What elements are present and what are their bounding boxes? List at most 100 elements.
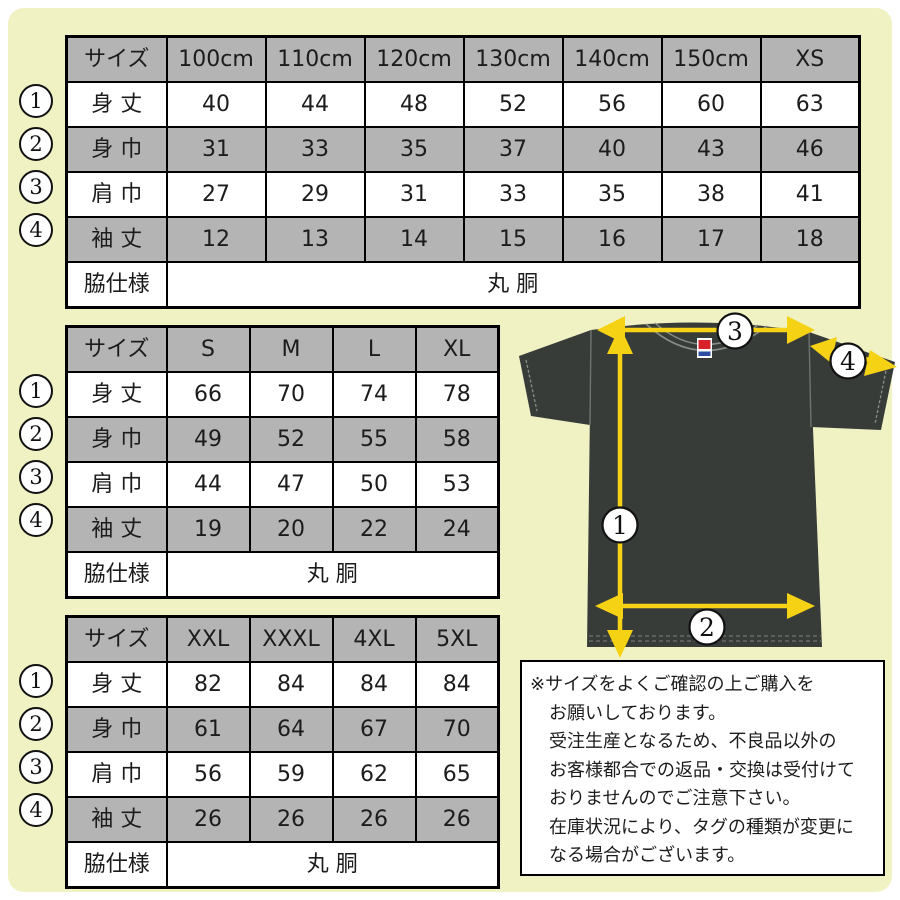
body-length-arrow: [607, 326, 633, 658]
value-cell: 14: [363, 216, 465, 263]
marker-2-icon: [688, 608, 726, 646]
value-cell: 40: [165, 81, 267, 128]
note-line: ※サイズをよくご確認の上ご購入を: [530, 674, 815, 695]
table-footer-row: 脇仕様 丸 胴: [65, 261, 861, 309]
left-sleeve: [519, 330, 591, 425]
value-cell: 65: [414, 751, 500, 798]
col-header: 100cm: [165, 35, 267, 83]
value-cell: 55: [331, 416, 417, 463]
row-label: 身 丈: [65, 81, 168, 128]
value-cell: 84: [248, 661, 334, 708]
marker-3-icon: [716, 312, 754, 350]
value-cell: 16: [561, 216, 663, 263]
row-label: 肩 巾: [65, 461, 168, 508]
table-footer-row: 脇仕様 丸 胴: [65, 841, 500, 889]
value-cell: 33: [462, 171, 564, 218]
row-label: 肩 巾: [65, 751, 168, 798]
value-cell: 64: [248, 706, 334, 753]
value-cell: 31: [165, 126, 267, 173]
table-row: 袖 丈 12 13 14 15 16 17 18: [65, 216, 861, 263]
value-cell: 41: [759, 171, 861, 218]
value-cell: 84: [331, 661, 417, 708]
size-table-plus: サイズ XXL XXXL 4XL 5XL 身 丈 82 84 84 84 身 巾…: [65, 615, 500, 889]
footer-label: 脇仕様: [65, 551, 168, 599]
collar-brand-tag-icon: [697, 338, 712, 358]
value-cell: 24: [414, 506, 500, 553]
value-cell: 46: [759, 126, 861, 173]
value-cell: 22: [331, 506, 417, 553]
marker-3-icon: 3: [19, 460, 53, 494]
col-header: L: [331, 325, 417, 373]
value-cell: 18: [759, 216, 861, 263]
marker-2-number: 2: [699, 613, 715, 642]
size-header-cell: サイズ: [65, 35, 168, 83]
footer-label: 脇仕様: [65, 261, 168, 309]
col-header: XL: [414, 325, 500, 373]
col-header: S: [165, 325, 251, 373]
table-row: 身 丈 66 70 74 78: [65, 371, 500, 418]
marker-1-icon: [601, 506, 639, 544]
value-cell: 47: [248, 461, 334, 508]
value-cell: 78: [414, 371, 500, 418]
marker-2-icon: 2: [19, 127, 53, 161]
value-cell: 15: [462, 216, 564, 263]
value-cell: 29: [264, 171, 366, 218]
value-cell: 60: [660, 81, 762, 128]
marker-4-icon: [829, 342, 867, 380]
shirt-body: [587, 322, 822, 647]
marker-1-number: 1: [612, 511, 628, 540]
col-header: 110cm: [264, 35, 366, 83]
row-label: 身 巾: [65, 416, 168, 463]
value-cell: 56: [561, 81, 663, 128]
marker-2-icon: 2: [19, 417, 53, 451]
row-label: 袖 丈: [65, 506, 168, 553]
value-cell: 26: [331, 796, 417, 843]
col-header: 5XL: [414, 615, 500, 663]
value-cell: 31: [363, 171, 465, 218]
value-cell: 84: [414, 661, 500, 708]
value-cell: 26: [248, 796, 334, 843]
purchase-note-box: ※サイズをよくご確認の上ご購入を お願いしております。 受注生産となるため、不良…: [520, 660, 885, 876]
table-row: 袖 丈 19 20 22 24: [65, 506, 500, 553]
note-line: おりませんのでご注意下さい。: [549, 788, 801, 809]
row-label: 身 巾: [65, 706, 168, 753]
row-label: 身 丈: [65, 371, 168, 418]
col-header: XXXL: [248, 615, 334, 663]
table-header-row: サイズ XXL XXXL 4XL 5XL: [65, 615, 500, 663]
value-cell: 67: [331, 706, 417, 753]
value-cell: 40: [561, 126, 663, 173]
col-header: 120cm: [363, 35, 465, 83]
table-footer-row: 脇仕様 丸 胴: [65, 551, 500, 599]
value-cell: 48: [363, 81, 465, 128]
footer-value: 丸 胴: [165, 261, 861, 309]
value-cell: 52: [248, 416, 334, 463]
tshirt-measurement-diagram: 3 4 1 2: [519, 312, 897, 658]
value-cell: 50: [331, 461, 417, 508]
value-cell: 44: [165, 461, 251, 508]
value-cell: 26: [414, 796, 500, 843]
value-cell: 12: [165, 216, 267, 263]
marker-1-icon: 1: [19, 664, 53, 698]
table-row: 身 巾 61 64 67 70: [65, 706, 500, 753]
col-header: XXL: [165, 615, 251, 663]
value-cell: 74: [331, 371, 417, 418]
footer-value: 丸 胴: [165, 841, 500, 889]
col-header: 150cm: [660, 35, 762, 83]
value-cell: 43: [660, 126, 762, 173]
row-label: 肩 巾: [65, 171, 168, 218]
table-row: 肩 巾 27 29 31 33 35 38 41: [65, 171, 861, 218]
table-row: 肩 巾 56 59 62 65: [65, 751, 500, 798]
value-cell: 26: [165, 796, 251, 843]
table-row: 身 巾 49 52 55 58: [65, 416, 500, 463]
marker-3-number: 3: [727, 317, 743, 346]
value-cell: 19: [165, 506, 251, 553]
value-cell: 33: [264, 126, 366, 173]
table-row: 身 丈 82 84 84 84: [65, 661, 500, 708]
value-cell: 53: [414, 461, 500, 508]
col-header: 4XL: [331, 615, 417, 663]
marker-1-icon: 1: [19, 84, 53, 118]
value-cell: 63: [759, 81, 861, 128]
value-cell: 49: [165, 416, 251, 463]
value-cell: 27: [165, 171, 267, 218]
